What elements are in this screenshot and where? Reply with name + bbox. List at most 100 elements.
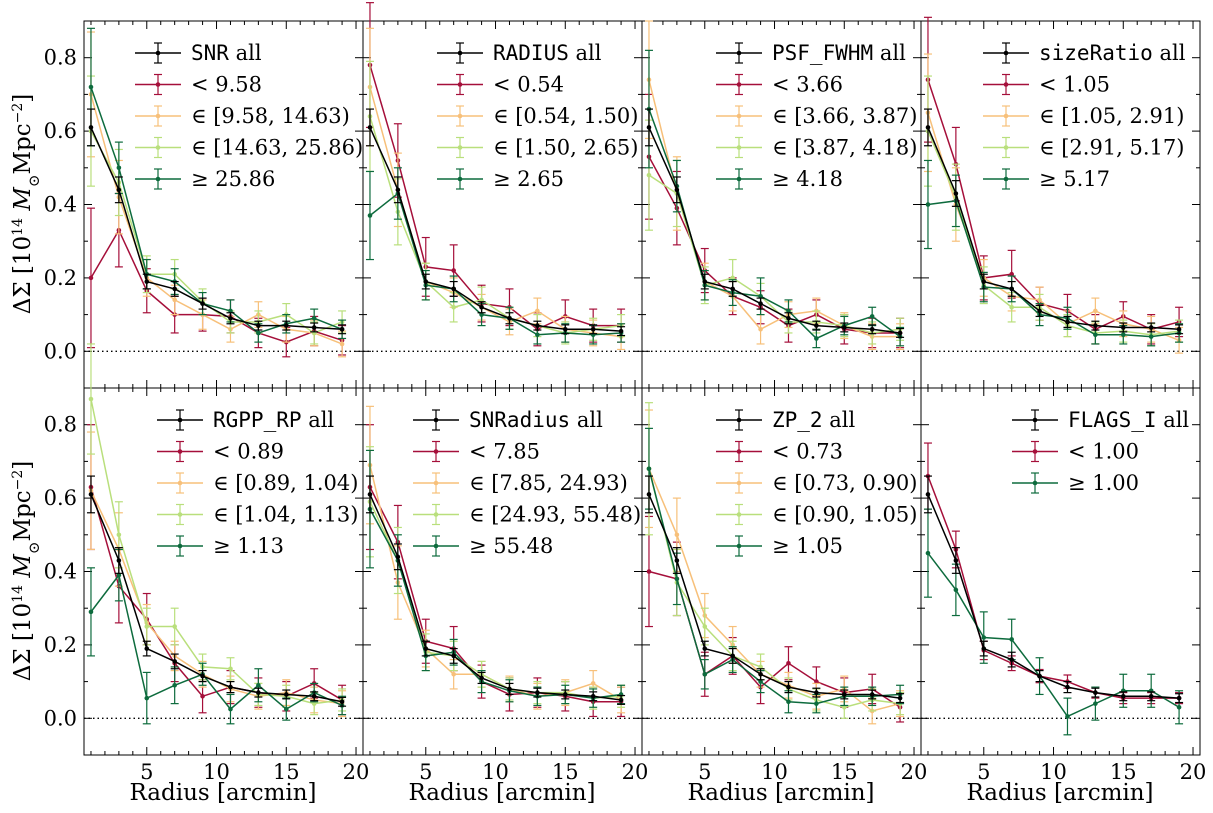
- data-point: [172, 297, 177, 303]
- data-point: [535, 323, 540, 328]
- data-point: [925, 125, 931, 130]
- data-point: [646, 172, 652, 178]
- y-tick-label: 0.4: [44, 560, 77, 584]
- x-tick-label: 10: [482, 760, 509, 784]
- legend-entry: FLAGS_I all: [1012, 408, 1189, 432]
- data-point: [228, 308, 233, 314]
- legend-entry: ≥ 1.13: [157, 534, 284, 558]
- y-tick-label: 0.0: [44, 339, 77, 363]
- data-point: [702, 624, 708, 629]
- data-point: [1093, 332, 1098, 338]
- legend-label: ∈ [9.58, 14.63): [191, 104, 350, 128]
- legend: RADIUS all < 0.54 ∈ [0.54, 1.50) ∈ [1.50, 2…: [437, 41, 638, 191]
- legend-label: ∈ [24.93, 55.48): [469, 503, 641, 527]
- data-point: [674, 576, 680, 582]
- data-point: [283, 323, 289, 328]
- legend-title-label: SNRadius all: [469, 408, 603, 432]
- legend-title-label: ZP_2 all: [772, 408, 855, 432]
- series-line: [369, 127, 622, 332]
- legend-marker: [736, 50, 742, 56]
- y-axis-label-bottom: ΔΣ [1014 M⊙Mpc−2]: [10, 461, 43, 682]
- legend-entry: < 3.66: [716, 73, 843, 97]
- data-point: [1176, 326, 1182, 332]
- legend-entry: ∈ [0.90, 1.05): [716, 503, 917, 527]
- legend-label: < 3.66: [772, 73, 843, 97]
- legend-marker: [177, 512, 183, 517]
- legend-entry: < 9.58: [135, 73, 262, 97]
- y-tick-label: 0.8: [44, 46, 77, 70]
- data-point: [1093, 308, 1098, 314]
- legend-marker: [1032, 480, 1038, 486]
- legend-label: ∈ [1.50, 2.65): [493, 136, 638, 160]
- series-line: [648, 174, 901, 334]
- legend-entry: ∈ [3.87, 4.18): [716, 136, 917, 160]
- data-point: [1120, 693, 1126, 699]
- legend-entry: ≥ 1.00: [1012, 471, 1139, 495]
- x-tick-label: 15: [552, 760, 579, 784]
- data-point: [841, 692, 847, 697]
- series-line: [648, 468, 901, 712]
- series-c4: [923, 508, 1184, 736]
- data-point: [925, 550, 931, 556]
- series-line: [369, 494, 622, 701]
- y-tick-label: 0.6: [44, 486, 77, 510]
- legend-marker: [457, 50, 463, 56]
- legend-entry: ∈ [3.66, 3.87): [716, 104, 917, 128]
- legend-entry: RADIUS all: [437, 41, 602, 65]
- legend-entry: ∈ [7.85, 24.93): [413, 471, 628, 495]
- data-point: [1037, 673, 1042, 679]
- data-point: [423, 279, 429, 284]
- legend-entry: ZP_2 all: [716, 408, 855, 432]
- data-point: [786, 699, 791, 705]
- legend-marker: [155, 176, 161, 182]
- series-line: [90, 573, 343, 711]
- data-point: [758, 679, 763, 684]
- legend-entry: ≥ 4.18: [716, 167, 843, 191]
- data-point: [702, 671, 708, 677]
- legend-label: ∈ [1.05, 2.91): [1039, 104, 1184, 128]
- x-axis-label-4: Radius [arcmin]: [966, 780, 1153, 806]
- data-point: [367, 213, 373, 218]
- data-point: [814, 701, 819, 706]
- data-point: [1065, 319, 1070, 325]
- x-tick-label: 20: [901, 760, 928, 784]
- legend-entry: RGPP_RP all: [157, 408, 334, 432]
- data-point: [256, 690, 261, 695]
- data-point: [144, 646, 150, 651]
- legend-label: ∈ [7.85, 24.93): [469, 471, 628, 495]
- data-point: [1176, 704, 1182, 710]
- legend-marker: [177, 449, 183, 454]
- data-point: [814, 336, 819, 341]
- legend-marker: [1032, 449, 1038, 454]
- data-point: [479, 675, 484, 681]
- data-point: [395, 187, 401, 193]
- series-line: [648, 127, 901, 334]
- data-point: [535, 690, 540, 695]
- data-point: [256, 682, 261, 688]
- panel-ZP_2: 5 10 15 20 ZP_2 all < 0.73 ∈ [0.73, 0.90) ∈ [0.…: [641, 387, 928, 784]
- legend-marker: [177, 480, 183, 486]
- series-line: [369, 508, 622, 699]
- data-point: [869, 314, 875, 319]
- data-point: [1009, 304, 1014, 310]
- data-point: [172, 286, 177, 292]
- data-point: [451, 304, 456, 310]
- legend-marker: [433, 543, 439, 549]
- data-point: [144, 695, 150, 701]
- data-point: [1120, 332, 1126, 338]
- data-point: [451, 286, 456, 292]
- data-point: [311, 325, 317, 330]
- legend-marker: [433, 512, 439, 517]
- data-point: [339, 326, 345, 332]
- legend-entry: ∈ [14.63, 25.86): [135, 136, 363, 160]
- legend-marker: [736, 82, 742, 87]
- x-tick-label: 5: [419, 760, 432, 784]
- legend-label: ∈ [0.54, 1.50): [493, 104, 638, 128]
- data-point: [116, 165, 122, 171]
- data-point: [646, 125, 652, 130]
- legend-entry: PSF_FWHM all: [716, 41, 906, 65]
- legend-entry: ≥ 1.05: [716, 534, 843, 558]
- data-point: [814, 690, 819, 695]
- data-point: [507, 315, 512, 321]
- data-point: [786, 308, 791, 314]
